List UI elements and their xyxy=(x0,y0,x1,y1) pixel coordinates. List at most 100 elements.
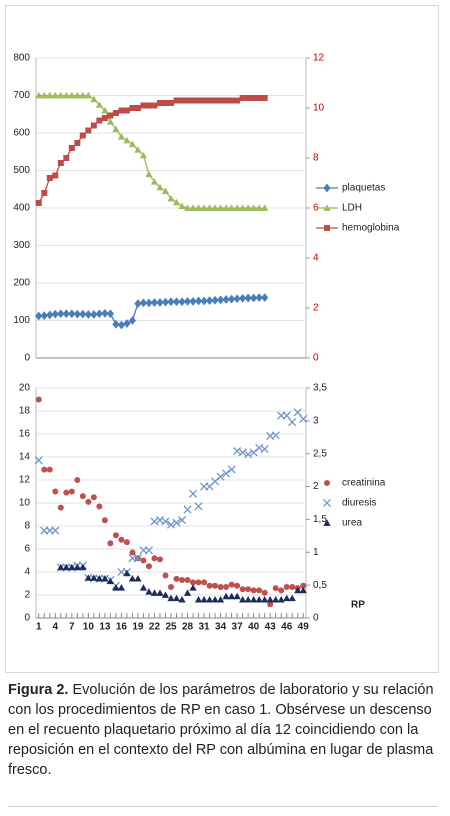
marker xyxy=(101,106,109,114)
y2-tick-label: 2 xyxy=(313,481,319,492)
y-tick-label: 8 xyxy=(24,521,30,532)
marker xyxy=(211,295,219,305)
marker xyxy=(233,592,241,600)
legend-label: diuresis xyxy=(342,498,376,509)
marker xyxy=(250,596,258,603)
marker xyxy=(128,574,137,582)
marker xyxy=(118,107,125,114)
y-tick-label: 4 xyxy=(24,567,30,578)
marker xyxy=(51,91,59,99)
marker xyxy=(112,532,119,539)
marker xyxy=(96,117,103,124)
marker xyxy=(173,97,180,104)
marker xyxy=(140,557,147,564)
marker xyxy=(57,309,65,319)
marker xyxy=(212,97,219,104)
marker xyxy=(150,298,159,307)
marker xyxy=(239,204,247,211)
marker xyxy=(150,178,159,185)
marker xyxy=(151,102,158,109)
marker xyxy=(106,577,114,585)
marker xyxy=(40,311,48,321)
marker xyxy=(128,316,137,325)
marker xyxy=(183,589,192,596)
marker xyxy=(101,574,109,582)
marker xyxy=(145,298,153,308)
marker xyxy=(255,204,263,211)
marker xyxy=(123,107,130,114)
marker xyxy=(233,204,241,211)
marker xyxy=(228,204,236,211)
marker xyxy=(324,225,330,231)
marker xyxy=(188,489,198,498)
caption: Figura 2. Evolución de los parámetros de… xyxy=(8,680,440,780)
marker xyxy=(206,97,213,104)
marker xyxy=(222,592,230,600)
marker xyxy=(322,498,332,508)
marker xyxy=(74,140,81,146)
marker xyxy=(250,95,257,101)
marker xyxy=(79,132,86,139)
marker xyxy=(323,204,331,211)
y-tick-label: 16 xyxy=(19,429,31,440)
marker xyxy=(107,112,114,119)
x-tick-label: 25 xyxy=(165,622,177,633)
series-line xyxy=(38,94,265,209)
marker xyxy=(46,466,53,473)
marker xyxy=(283,594,291,602)
y-tick-label: 10 xyxy=(19,498,31,509)
marker xyxy=(90,95,98,103)
marker xyxy=(167,594,175,602)
marker xyxy=(266,596,274,603)
marker xyxy=(68,563,76,571)
marker xyxy=(150,589,159,596)
marker xyxy=(239,293,247,303)
marker xyxy=(168,583,174,590)
marker xyxy=(79,91,87,99)
y-tick-label: 12 xyxy=(19,475,31,486)
y-tick-label: 200 xyxy=(13,278,30,289)
marker xyxy=(85,127,92,134)
marker xyxy=(95,309,103,319)
marker xyxy=(57,91,65,99)
marker xyxy=(68,145,75,151)
marker xyxy=(189,584,197,591)
x-tick-label: 13 xyxy=(99,622,111,633)
marker xyxy=(128,140,137,148)
marker xyxy=(57,160,64,166)
marker xyxy=(79,493,86,500)
marker xyxy=(178,297,186,307)
marker xyxy=(233,294,241,304)
marker xyxy=(63,155,70,161)
marker xyxy=(79,563,87,571)
marker xyxy=(189,204,197,211)
x-tick-label: 40 xyxy=(248,622,260,633)
marker xyxy=(41,190,48,196)
rule xyxy=(8,806,438,807)
marker xyxy=(144,546,154,555)
marker xyxy=(217,97,224,104)
marker xyxy=(260,445,269,454)
marker xyxy=(101,115,108,121)
marker xyxy=(62,563,70,571)
marker xyxy=(228,581,235,588)
marker xyxy=(289,583,296,590)
marker xyxy=(63,489,70,496)
marker xyxy=(234,582,241,589)
marker xyxy=(183,505,192,514)
marker xyxy=(250,204,258,211)
x-tick-label: 43 xyxy=(265,622,277,633)
marker xyxy=(145,102,152,109)
marker xyxy=(68,309,76,319)
marker xyxy=(211,204,219,211)
marker xyxy=(267,601,274,608)
x-tick-label: 46 xyxy=(281,622,293,633)
marker xyxy=(112,110,119,116)
x-tick-label: 22 xyxy=(149,622,161,633)
marker xyxy=(123,539,130,546)
y-tick-label: 500 xyxy=(13,165,30,176)
x-tick-label: 28 xyxy=(182,622,194,633)
marker xyxy=(323,519,331,526)
y2-tick-label: 0 xyxy=(313,353,319,364)
y2-tick-label: 2,5 xyxy=(313,448,327,459)
